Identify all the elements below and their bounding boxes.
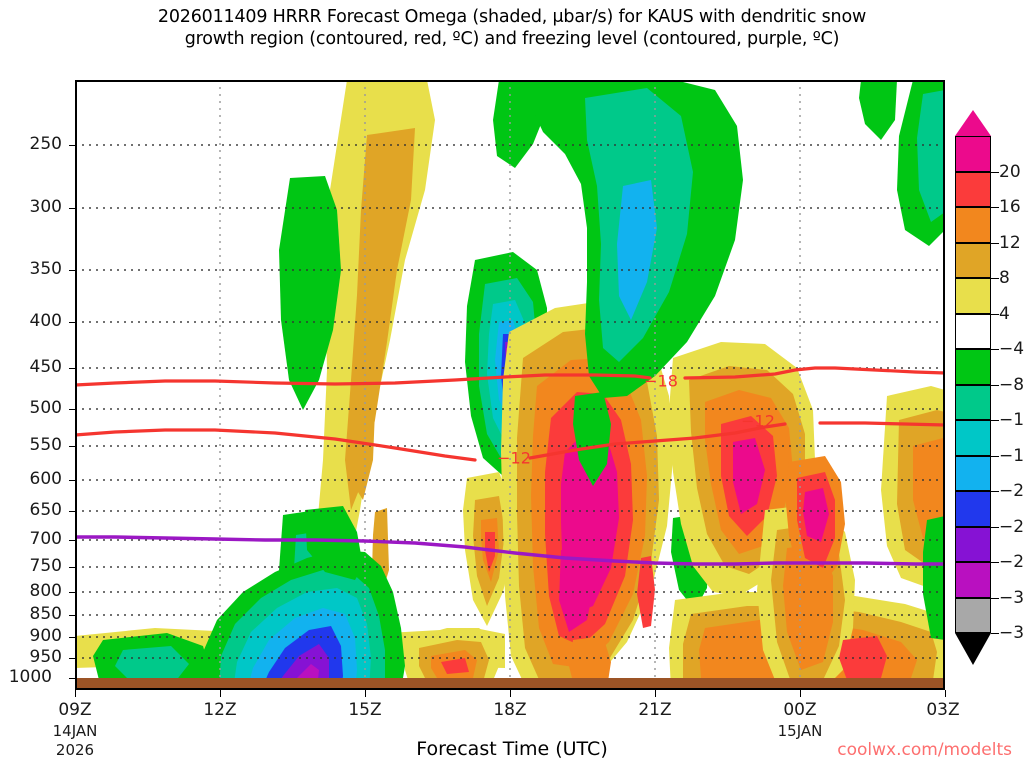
colorbar-segment: [955, 597, 991, 633]
colorbar-segment: [955, 349, 991, 385]
colorbar-tick-label: −28: [999, 552, 1024, 572]
colorbar-tick-mark: [991, 491, 999, 492]
y-tick-label: 900: [29, 626, 62, 646]
x-tick-label: 21Z: [638, 700, 672, 720]
colorbar-tick-label: 12: [999, 232, 1021, 253]
x-date-line: 14JAN: [52, 722, 98, 740]
y-tick-label: 600: [29, 469, 62, 489]
omega-shading-layer: [75, 80, 945, 690]
colorbar-segment: [955, 455, 991, 491]
colorbar-tick-mark: [991, 278, 999, 279]
colorbar-segment: [955, 278, 991, 314]
colorbar-tick-mark: [991, 562, 999, 563]
colorbar-tick-mark: [991, 207, 999, 208]
colorbar-tick-label: −20: [999, 481, 1024, 501]
y-tick-label: 250: [29, 134, 62, 154]
x-tick-label: 12Z: [203, 700, 237, 720]
colorbar-tick-mark: [991, 597, 999, 599]
colorbar-segment: [955, 171, 991, 207]
colorbar-segment: [955, 136, 991, 172]
colorbar-segment: [955, 313, 991, 349]
y-tick-label: 750: [29, 556, 62, 576]
colorbar-segment: [955, 562, 991, 598]
x-date-line: 15JAN: [777, 722, 823, 740]
colorbar-segment: [955, 242, 991, 278]
colorbar-segment: [955, 384, 991, 420]
y-tick-label: 800: [29, 581, 62, 601]
y-tick-label: 700: [29, 529, 62, 549]
page-title: 2026011409 HRRR Forecast Omega (shaded, …: [0, 6, 1024, 50]
contour-label-dsgr-18: −18: [644, 371, 678, 391]
y-tick-label: 950: [29, 647, 62, 667]
x-tick-label: 03Z: [926, 700, 960, 720]
colorbar-over-arrow: [955, 110, 991, 136]
colorbar-segment: [955, 207, 991, 243]
omega-cross-section-plot: [75, 80, 945, 690]
y-tick-label: 1000: [8, 667, 52, 687]
colorbar-tick-label: 20: [999, 161, 1021, 182]
y-tick-label: 400: [29, 311, 62, 331]
colorbar-tick-mark: [991, 526, 999, 528]
y-tick-label: 350: [29, 259, 62, 279]
colorbar-tick-mark: [991, 420, 999, 421]
colorbar-tick-label: −12: [999, 410, 1024, 430]
omega-colorbar: 20 16 12 8 4 −4 −8 −12 −16 −20 −24 −28 −32 −36: [955, 110, 1024, 665]
colorbar-under-arrow: [955, 633, 991, 665]
colorbar-tick-mark: [991, 349, 999, 350]
colorbar-tick-label: −4: [999, 339, 1024, 359]
colorbar-tick-label: 16: [999, 197, 1021, 217]
colorbar-tick-mark: [991, 384, 999, 386]
colorbar-tick-label: −8: [999, 374, 1024, 395]
colorbar-tick-mark: [991, 633, 999, 634]
y-tick-label: 300: [29, 197, 62, 217]
colorbar-tick-label: −32: [999, 587, 1024, 608]
title-line-2: growth region (contoured, red, ºC) and f…: [184, 29, 840, 49]
y-tick-label: 500: [29, 398, 62, 418]
contour-label-dsgr-12-right: −12: [741, 411, 775, 431]
x-tick-label: 18Z: [493, 700, 527, 720]
colorbar-segment: [955, 420, 991, 456]
colorbar-segment: [955, 526, 991, 562]
x-tick-label: 09Z: [58, 700, 92, 720]
x-date-label-start: 14JAN 2026: [30, 722, 120, 760]
x-tick-label: 15Z: [348, 700, 382, 720]
colorbar-tick-label: 4: [999, 303, 1010, 324]
x-date-label-next-day: 15JAN: [755, 722, 845, 741]
y-tick-label: 650: [29, 500, 62, 520]
contour-label-dsgr-12-left: −12: [497, 448, 531, 468]
x-tick-label: 00Z: [783, 700, 817, 720]
colorbar-segment: [955, 491, 991, 527]
colorbar-tick-label: 8: [999, 268, 1010, 288]
colorbar-tick-label: −16: [999, 445, 1024, 466]
colorbar-tick-mark: [991, 171, 999, 173]
x-axis-title: Forecast Time (UTC): [416, 738, 608, 760]
colorbar-tick-label: −36: [999, 623, 1024, 643]
watermark-link[interactable]: coolwx.com/modelts: [837, 740, 1012, 760]
colorbar-tick-mark: [991, 313, 999, 315]
colorbar-tick-label: −24: [999, 516, 1024, 537]
x-date-line: 2026: [55, 741, 95, 759]
title-line-1: 2026011409 HRRR Forecast Omega (shaded, …: [157, 7, 867, 27]
colorbar-tick-mark: [991, 242, 999, 244]
y-tick-label: 850: [29, 604, 62, 624]
y-tick-label: 550: [29, 435, 62, 455]
colorbar-tick-mark: [991, 455, 999, 457]
y-tick-label: 450: [29, 357, 62, 377]
